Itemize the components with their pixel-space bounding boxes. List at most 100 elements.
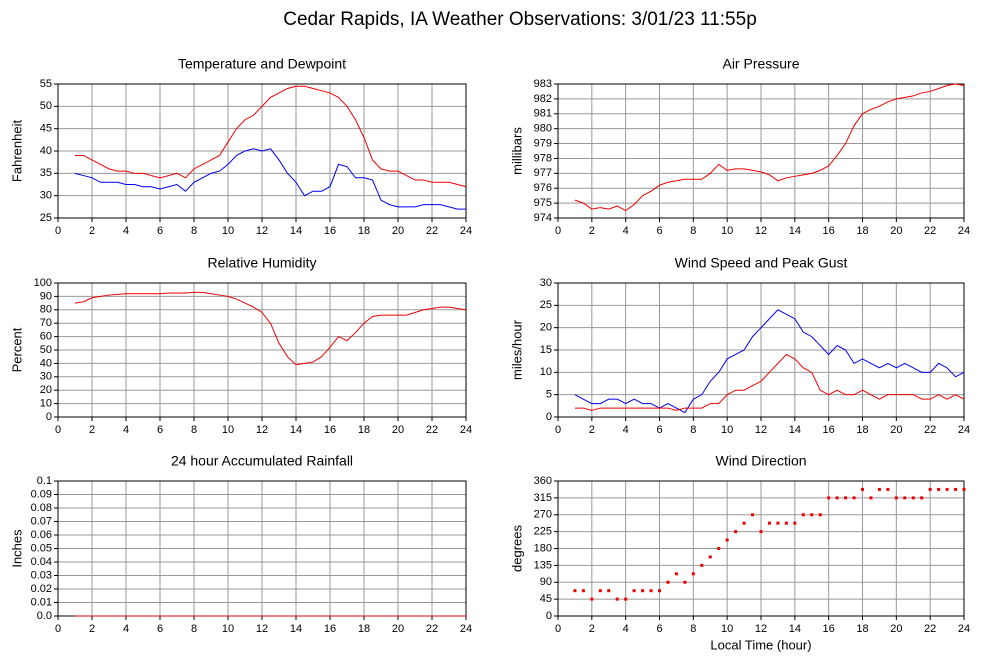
data-point	[759, 530, 763, 534]
y-tick-label: 30	[540, 277, 552, 289]
x-tick-label: 24	[460, 623, 472, 635]
x-tick-label: 2	[589, 623, 595, 635]
data-point	[573, 589, 577, 593]
y-tick-label: 974	[534, 212, 552, 224]
x-tick-label: 8	[690, 623, 696, 635]
data-point	[911, 496, 915, 500]
chart-title: Temperature and Dewpoint	[178, 56, 346, 72]
y-axis-label: millibars	[509, 127, 524, 175]
data-point	[598, 589, 602, 593]
y-tick-label: 0.01	[31, 596, 52, 608]
x-tick-label: 22	[924, 424, 936, 436]
x-tick-label: 16	[324, 623, 336, 635]
x-tick-label: 18	[856, 623, 868, 635]
plot-frame	[57, 83, 467, 219]
x-tick-label: 14	[290, 225, 302, 237]
x-tick-label: 10	[222, 424, 234, 436]
y-tick-label: 980	[534, 123, 552, 135]
x-tick-label: 6	[656, 225, 662, 237]
data-line	[74, 291, 467, 366]
x-tick-label: 12	[256, 225, 268, 237]
y-tick-label: 35	[40, 167, 52, 179]
data-line	[574, 83, 965, 212]
y-tick-label: 225	[534, 526, 552, 538]
y-tick-label: 70	[40, 317, 52, 329]
data-point	[590, 597, 594, 601]
y-tick-label: 0	[546, 411, 552, 423]
x-tick-label: 4	[123, 623, 129, 635]
y-tick-label: 0.1	[37, 475, 52, 487]
y-tick-label: 983	[534, 78, 552, 90]
x-tick-label: 0	[555, 225, 561, 237]
plot-frame	[57, 282, 467, 418]
x-tick-label: 8	[191, 623, 197, 635]
x-tick-label: 22	[426, 623, 438, 635]
y-tick-label: 982	[534, 93, 552, 105]
y-tick-label: 55	[40, 78, 52, 90]
x-tick-label: 0	[555, 623, 561, 635]
data-point	[903, 496, 907, 500]
data-line	[75, 85, 467, 188]
data-point	[928, 487, 932, 491]
y-tick-label: 45	[540, 593, 552, 605]
x-tick-label: 2	[89, 225, 95, 237]
x-tick-label: 20	[890, 424, 902, 436]
x-tick-label: 20	[392, 225, 404, 237]
data-point	[607, 589, 611, 593]
y-tick-label: 978	[534, 152, 552, 164]
y-tick-label: 90	[40, 290, 52, 302]
y-axis-label: degrees	[509, 525, 524, 572]
y-tick-label: 135	[534, 559, 552, 571]
y-tick-label: 0.07	[31, 515, 52, 527]
data-point	[641, 589, 645, 593]
data-point	[827, 496, 831, 500]
x-tick-label: 2	[589, 225, 595, 237]
data-point	[793, 521, 797, 525]
data-point	[581, 589, 585, 593]
data-point	[920, 496, 924, 500]
x-tick-label: 10	[721, 424, 733, 436]
x-tick-label: 8	[191, 424, 197, 436]
chart-title: Relative Humidity	[208, 255, 317, 271]
data-line	[74, 148, 466, 210]
chart-title: Air Pressure	[722, 56, 799, 72]
x-tick-label: 8	[690, 424, 696, 436]
data-point	[776, 521, 780, 525]
x-tick-label: 6	[157, 424, 163, 436]
y-tick-label: 60	[40, 331, 52, 343]
x-tick-label: 12	[755, 225, 767, 237]
y-tick-label: 0.0	[37, 610, 52, 622]
y-tick-label: 0	[46, 411, 52, 423]
x-tick-label: 18	[358, 424, 370, 436]
data-point	[717, 547, 721, 550]
data-point	[615, 597, 619, 601]
x-tick-label: 10	[721, 623, 733, 635]
data-point	[835, 496, 839, 500]
data-point	[852, 496, 856, 500]
y-tick-label: 180	[534, 542, 552, 554]
y-tick-label: 10	[540, 366, 552, 378]
chart-title: 24 hour Accumulated Rainfall	[171, 453, 353, 469]
y-tick-label: 30	[40, 190, 52, 202]
data-point	[810, 513, 814, 517]
y-tick-label: 40	[40, 145, 52, 157]
y-tick-label: 981	[534, 108, 552, 120]
data-point	[962, 487, 966, 491]
y-axis-label: Inches	[9, 529, 24, 568]
x-tick-label: 0	[55, 623, 61, 635]
x-tick-label: 4	[623, 424, 629, 436]
x-tick-label: 4	[123, 424, 129, 436]
y-tick-label: 270	[534, 509, 552, 521]
x-tick-label: 18	[358, 225, 370, 237]
data-point	[937, 487, 941, 491]
x-tick-label: 16	[324, 225, 336, 237]
plot-frame	[557, 480, 965, 617]
x-tick-label: 6	[656, 623, 662, 635]
x-tick-label: 22	[426, 225, 438, 237]
y-axis-label: miles/hour	[509, 319, 524, 380]
x-tick-label: 4	[123, 225, 129, 237]
x-tick-label: 24	[460, 424, 472, 436]
data-point	[818, 513, 822, 517]
y-tick-label: 0.06	[31, 529, 52, 541]
